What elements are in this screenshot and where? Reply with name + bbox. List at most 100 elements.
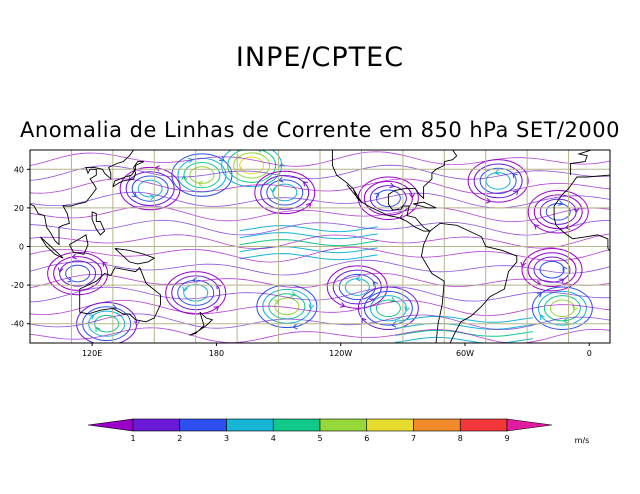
streamline-arrow: [536, 292, 543, 298]
colorbar-label: 4: [271, 434, 276, 443]
colorbar-swatch: [272, 418, 321, 432]
streamline-loop: [479, 167, 517, 194]
streamline-loop: [189, 166, 215, 184]
coastline-asia-east: [30, 150, 134, 246]
streamline-arrow: [512, 173, 518, 179]
streamline-arrow: [292, 323, 298, 330]
streamline-arrow: [213, 306, 220, 312]
streamline-arrow: [134, 320, 140, 327]
streamline-arrow: [71, 253, 77, 260]
streamline-loop: [266, 179, 304, 206]
colorbar-swatch: [413, 418, 461, 432]
streamline-loop: [369, 185, 407, 212]
streamline-loop: [254, 170, 316, 215]
colorbar-swatch: [132, 418, 181, 432]
streamline-loop: [326, 265, 388, 309]
y-tick-label: 20: [14, 204, 24, 213]
streamline-arrow: [182, 286, 188, 293]
colorbar-high-triangle: [506, 418, 553, 432]
colorbar-label: 6: [364, 434, 369, 443]
streamline-arrow: [539, 314, 545, 320]
x-tick-label: 0: [587, 349, 592, 358]
zonal-streamline: [394, 322, 534, 330]
colorbar-swatch: [366, 418, 414, 432]
colorbar-swatch: [179, 418, 227, 432]
streamline-arrow: [562, 265, 568, 272]
coastline-australia: [79, 266, 161, 323]
streamline-arrow: [95, 326, 101, 333]
streamline-arrow: [197, 180, 204, 187]
coastline-new-guinea: [114, 247, 156, 265]
y-tick-label: -20: [11, 281, 24, 290]
zonal-streamline: [239, 253, 378, 261]
streamline-arrow: [562, 317, 568, 324]
streamline-loop: [521, 247, 583, 292]
latitude-axis: 40 20 0 -20 -40: [11, 165, 30, 329]
streamline-loop: [375, 299, 401, 318]
zonal-streamline: [239, 225, 378, 233]
streamline-arrow: [572, 305, 578, 312]
colorbar-label: 7: [411, 434, 416, 443]
figure-title: INPE/CPTEC: [235, 42, 405, 73]
colorbar-label: 2: [177, 434, 182, 443]
streamline-arrow: [339, 302, 346, 308]
graticule: [30, 150, 610, 343]
streamline-arrow: [88, 314, 95, 320]
coastline-philippines: [91, 211, 106, 236]
colorbar-label: 5: [317, 434, 322, 443]
coastline-borneo: [69, 234, 89, 255]
coastline-africa: [553, 174, 610, 252]
y-tick-label: 40: [14, 165, 24, 174]
colorbar-label: 1: [130, 434, 135, 443]
zonal-streamline: [394, 315, 534, 323]
streamline-loop: [485, 172, 511, 190]
streamline-loop: [233, 152, 271, 179]
streamline-arrow: [559, 278, 565, 284]
streamline-loop: [332, 269, 382, 305]
x-tick-label: 180: [209, 349, 224, 358]
coastline-south-america: [421, 222, 518, 343]
streamline-arrow: [373, 280, 379, 287]
streamline-loop: [65, 264, 91, 283]
colorbar-swatch: [319, 418, 368, 432]
streamline-arrow: [302, 181, 309, 187]
x-tick-label: 60W: [456, 349, 474, 358]
streamline-loop: [527, 190, 589, 234]
coastline-japan: [112, 161, 145, 188]
streamline-arrow: [520, 261, 527, 268]
streamline-arrow: [390, 321, 397, 328]
coastline-baja: [346, 184, 362, 203]
streamline-loop: [539, 260, 565, 279]
streamline-arrow: [389, 182, 395, 189]
streamline-loop: [125, 171, 175, 207]
streamline-loop: [260, 175, 310, 210]
streamline-loop: [47, 251, 109, 296]
streamline-loop: [344, 278, 370, 296]
streamline-loop: [227, 150, 277, 183]
colorbar-units: m/s: [575, 436, 590, 445]
streamline-arrow: [485, 197, 492, 204]
streamline-loop: [537, 290, 587, 326]
coastlines: [30, 150, 610, 343]
coastline-sumatra: [40, 236, 64, 259]
coastline-cuba: [413, 201, 437, 209]
streamline-loop: [137, 179, 163, 198]
streamline-arrow: [257, 150, 262, 153]
colorbar-label: 3: [224, 434, 229, 443]
streamline-arrow: [513, 189, 519, 196]
colorbar-swatch: [459, 418, 508, 432]
y-tick-label: -40: [11, 320, 24, 329]
colorbar-low-triangle: [87, 418, 134, 432]
streamline-loop: [119, 166, 181, 211]
streamline-loop: [375, 189, 401, 208]
longitude-axis: 120E180120W60W060E: [82, 343, 592, 358]
coastline-europe: [570, 150, 592, 176]
streamline-loop: [467, 159, 529, 203]
colorbar-label: 8: [458, 434, 463, 443]
y-tick-label: 0: [19, 243, 24, 252]
coastline-north-america: [331, 150, 458, 232]
zonal-streamline: [394, 336, 534, 343]
streamline-arrow: [57, 267, 64, 273]
streamline-arrow: [149, 194, 156, 201]
zonal-streamline: [239, 239, 378, 247]
